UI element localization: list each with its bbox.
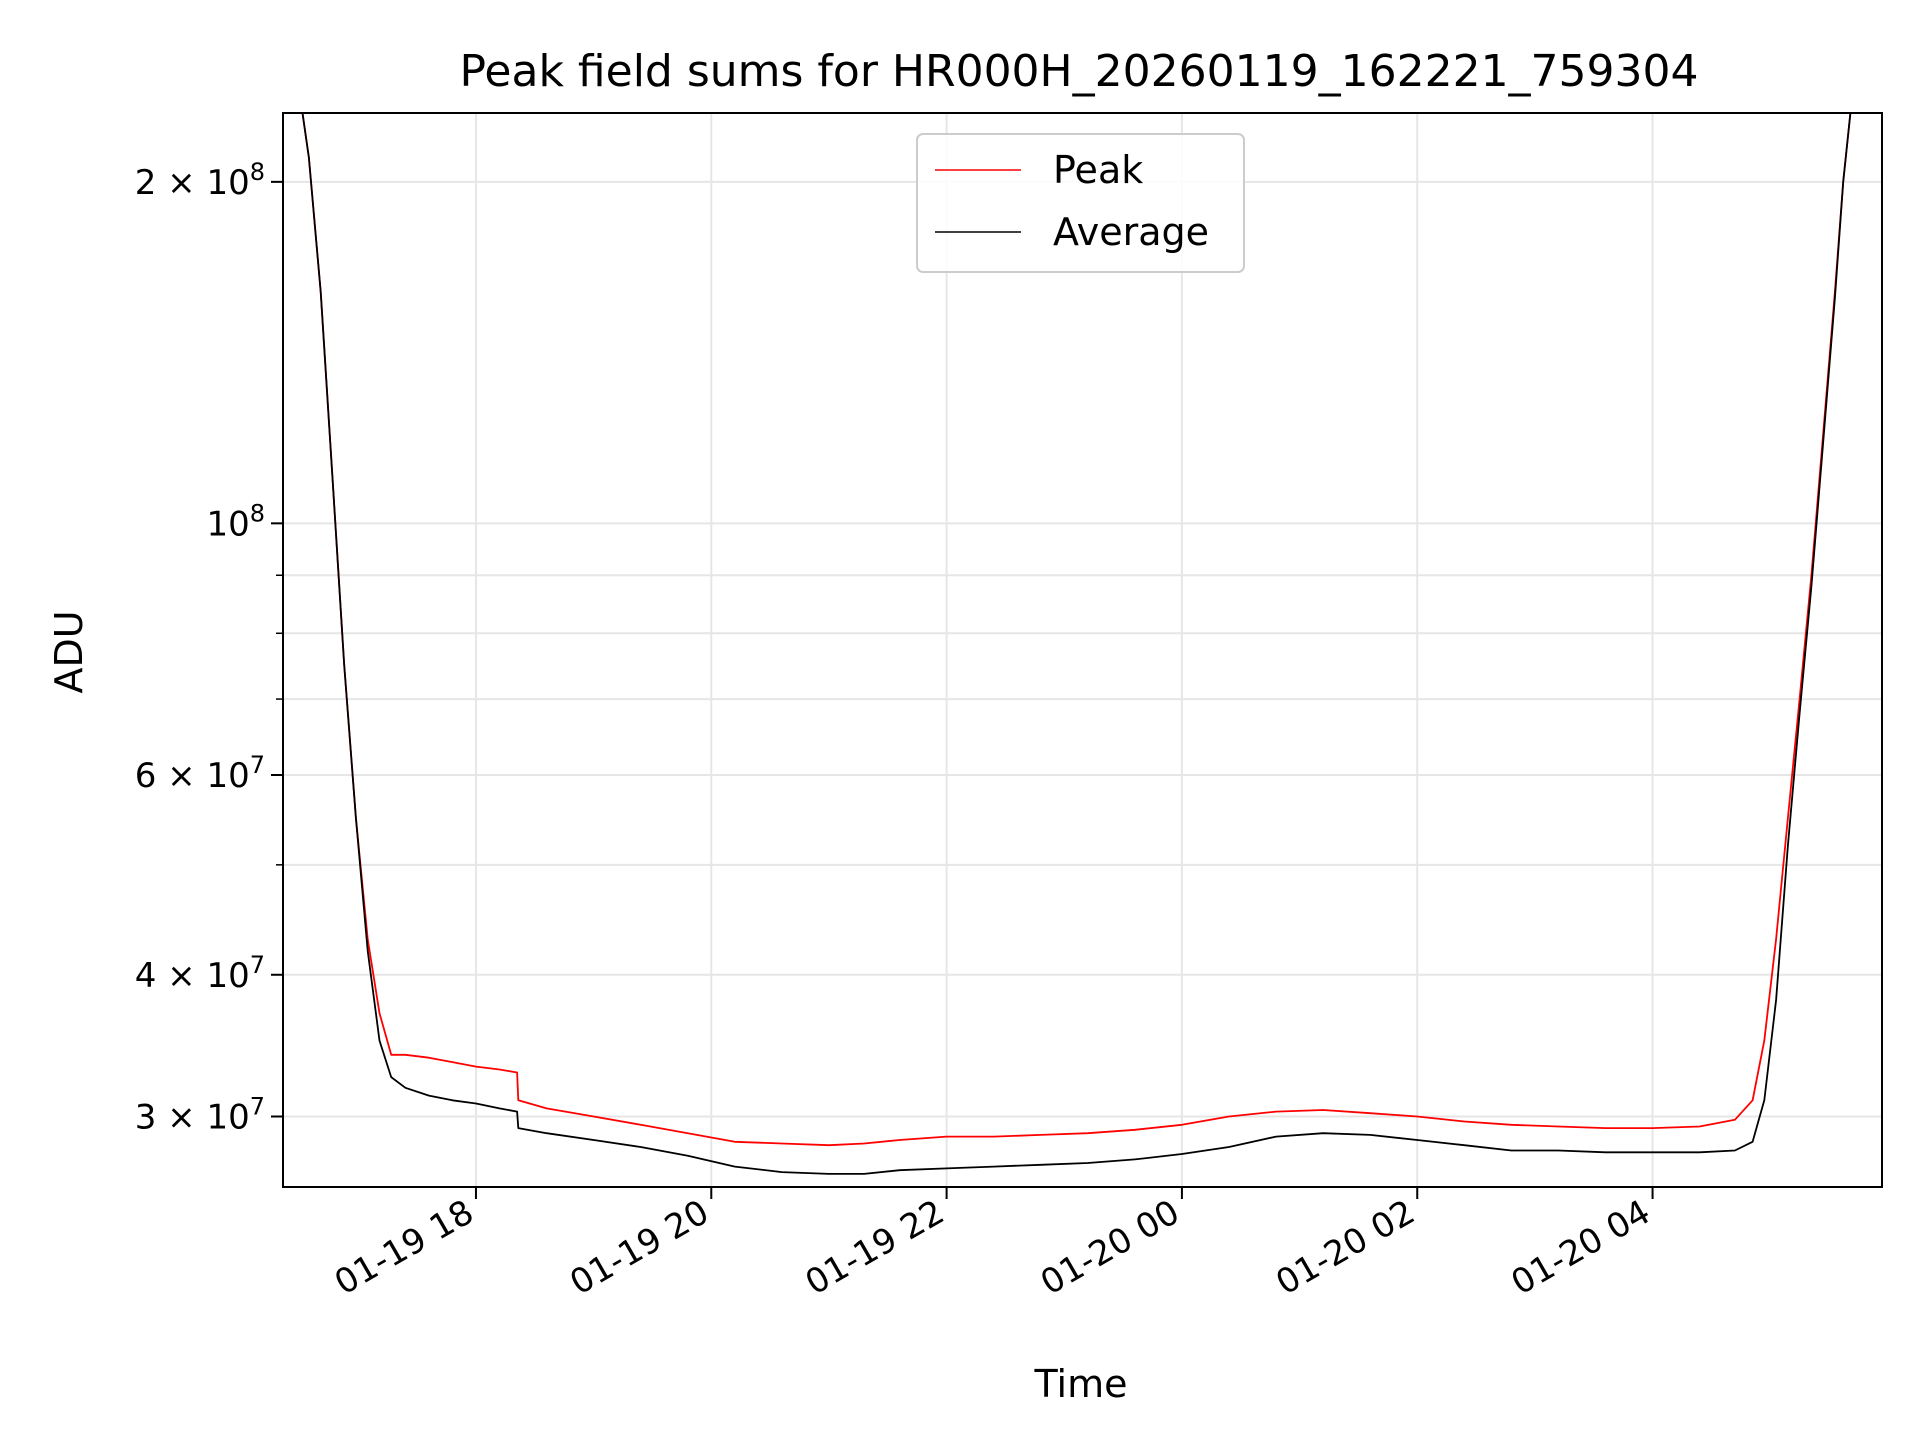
y-tick-label: 6 × 107 <box>135 751 265 796</box>
chart-title: Peak field sums for HR000H_20260119_1622… <box>459 46 1698 97</box>
y-tick-exponent: 8 <box>250 499 265 527</box>
series-line-average <box>301 113 1852 1175</box>
y-tick-base: 2 × 10 <box>135 163 250 203</box>
y-tick-label: 4 × 107 <box>135 951 265 996</box>
y-axis-label: ADU <box>47 610 91 693</box>
y-tick-base: 4 × 10 <box>135 956 250 996</box>
series-line-peak <box>301 113 1852 1147</box>
x-axis-label: Time <box>1034 1362 1128 1406</box>
legend-label-peak: Peak <box>1053 148 1143 192</box>
legend-box <box>916 133 1245 273</box>
y-tick-exponent: 7 <box>250 951 265 979</box>
legend: Peak Average <box>916 133 1245 273</box>
y-tick-label: 108 <box>206 499 265 544</box>
y-tick-exponent: 7 <box>250 1092 265 1120</box>
y-tick-exponent: 8 <box>250 158 265 186</box>
y-tick-base: 3 × 10 <box>135 1097 250 1137</box>
y-tick-label: 3 × 107 <box>135 1092 265 1137</box>
y-tick-base: 10 <box>206 504 249 544</box>
plot-frame <box>282 112 1883 1188</box>
y-tick-exponent: 7 <box>250 751 265 779</box>
y-tick-label: 2 × 108 <box>135 158 265 203</box>
legend-label-average: Average <box>1053 210 1209 254</box>
series-layer <box>301 113 1852 1175</box>
y-tick-base: 6 × 10 <box>135 756 250 796</box>
